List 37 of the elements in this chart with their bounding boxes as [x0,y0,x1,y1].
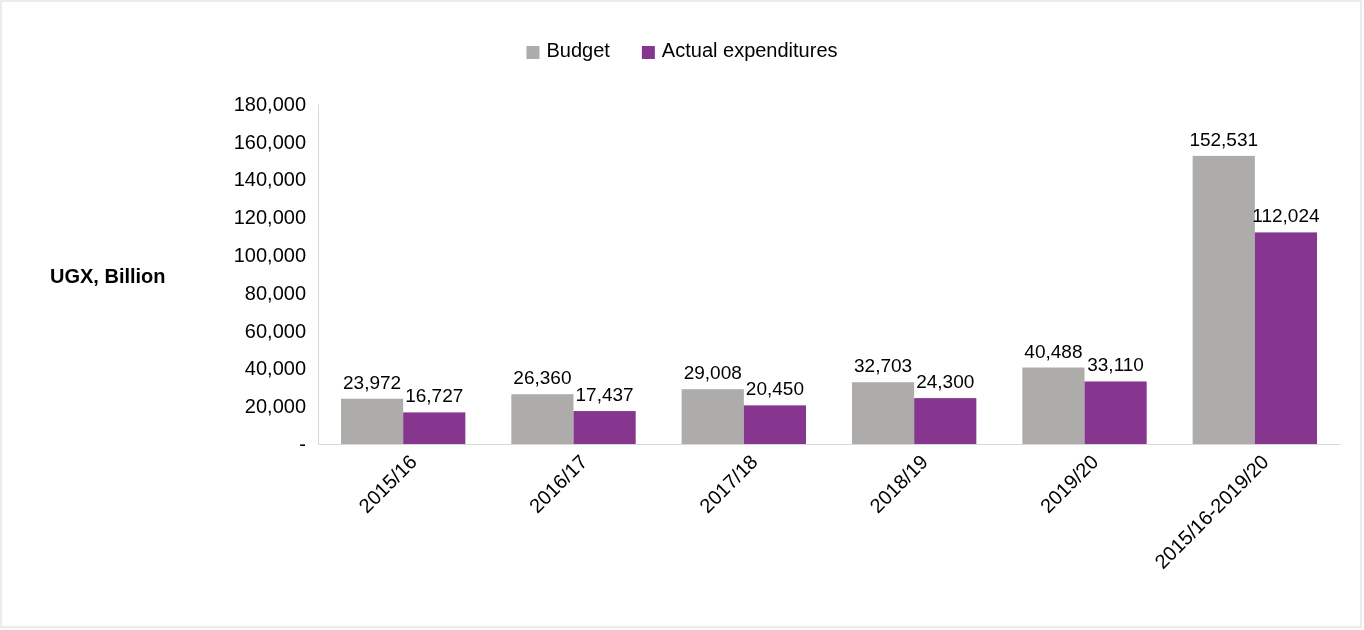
y-tick-label: 140,000 [233,168,306,191]
bar [1084,381,1147,444]
bar [743,405,806,444]
y-tick-label: 80,000 [244,281,306,304]
data-label: 24,300 [916,371,975,393]
data-label: 17,437 [575,384,634,406]
bar [914,398,977,444]
y-tick-label: 60,000 [244,319,306,342]
bar [341,398,404,444]
bar [403,412,466,444]
data-label: 23,972 [343,371,402,393]
bar [511,394,574,444]
data-label: 32,703 [854,355,913,377]
data-label: 20,450 [745,378,804,400]
y-tick-label: 100,000 [233,244,306,267]
y-axis-title: UGX, Billion [50,265,166,287]
y-tick-label: 160,000 [233,130,306,153]
bar [573,411,636,444]
data-label: 40,488 [1024,340,1083,362]
bar [852,382,915,444]
bar [1254,232,1317,444]
y-tick-label: 40,000 [244,357,306,380]
y-tick-label: - [299,432,306,455]
bar [1022,367,1085,444]
data-label: 16,727 [405,385,464,407]
y-tick-label: 20,000 [244,395,306,418]
y-tick-label: 180,000 [233,92,306,115]
data-label: 112,024 [1252,205,1320,227]
y-tick-label: 120,000 [233,206,306,229]
data-label: 26,360 [513,367,572,389]
bar [1192,155,1255,444]
bar [681,389,744,444]
data-label: 152,531 [1189,128,1259,150]
legend-label: Actual expenditures [661,39,838,61]
data-label: 29,008 [683,362,742,384]
data-label: 33,110 [1087,354,1144,376]
legend-label: Budget [546,39,611,61]
